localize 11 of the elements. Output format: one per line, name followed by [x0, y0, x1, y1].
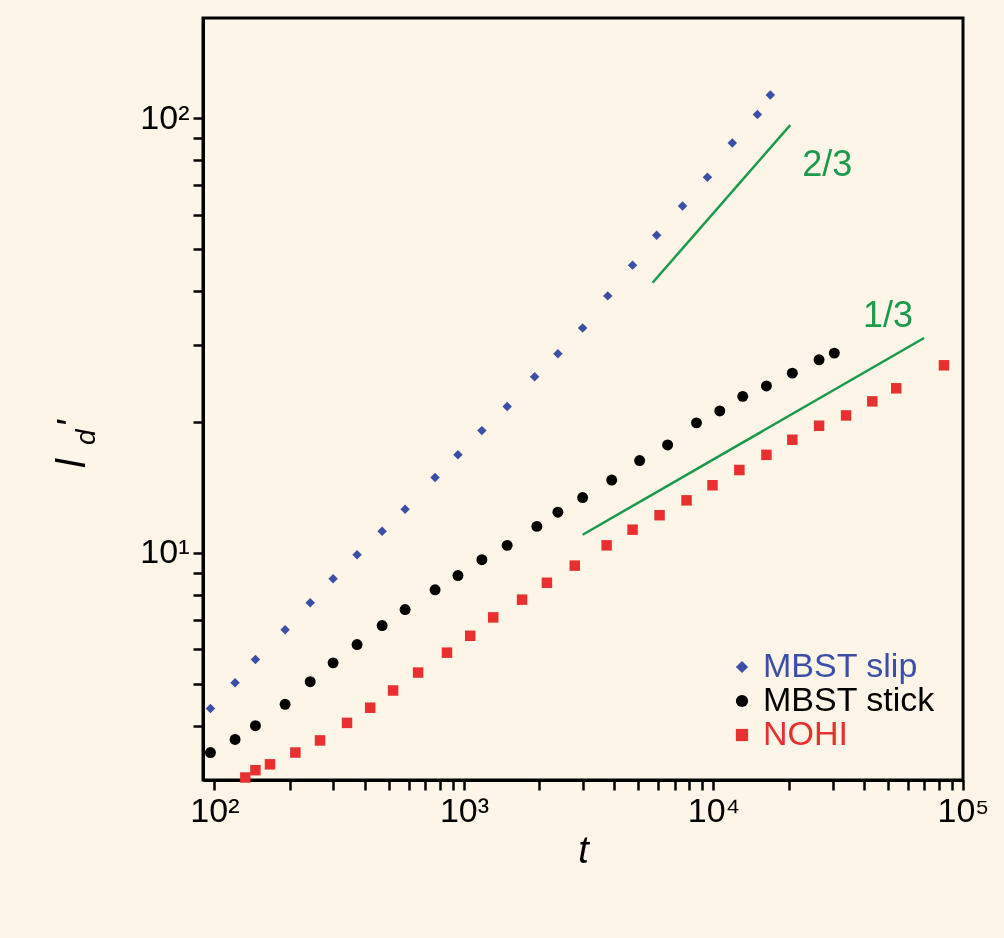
x-tick-label: 10⁵ — [937, 790, 990, 829]
series-label: 1/3 — [863, 294, 914, 335]
legend-label: MBST slip — [763, 646, 918, 684]
x-tick-label: 10⁴ — [687, 790, 741, 829]
series-label: 2/3 — [802, 143, 853, 185]
y-tick-label: 10¹ — [140, 532, 190, 571]
y-axis-title: ld' — [49, 419, 101, 468]
x-tick-label: 10³ — [439, 790, 490, 829]
x-tick-label: 10² — [190, 790, 240, 829]
legend-label: NOHI — [763, 714, 848, 752]
x-axis-title: t — [578, 828, 591, 871]
